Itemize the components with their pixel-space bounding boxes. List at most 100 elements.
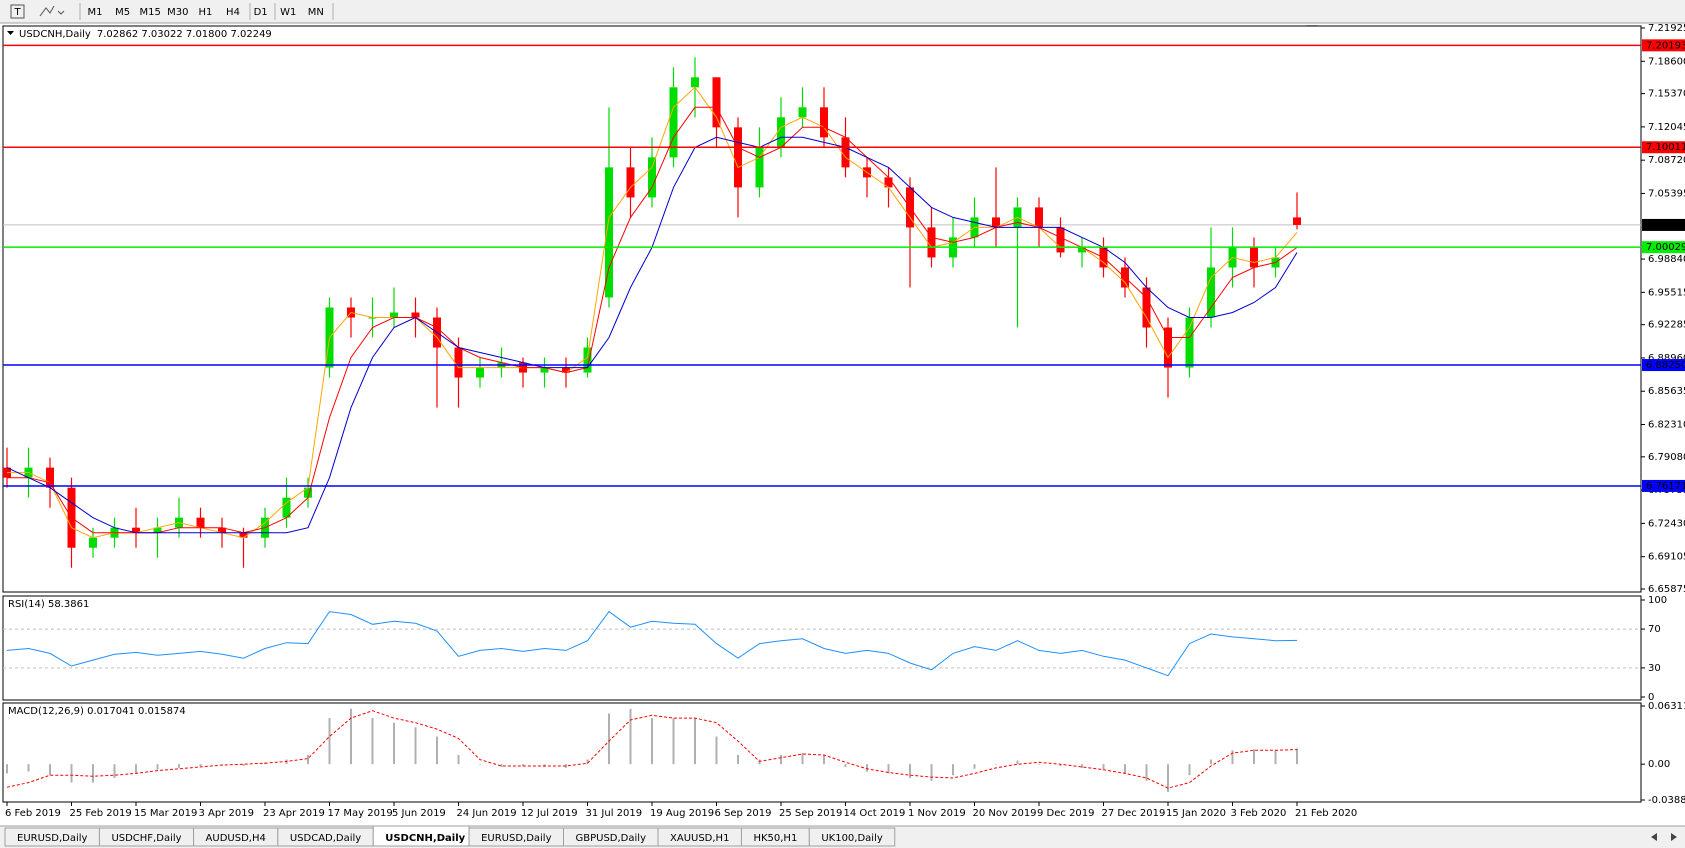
macd-bar [1145, 764, 1148, 781]
chart-tab[interactable]: USDCHF,Daily [111, 833, 181, 844]
candle-body [218, 527, 226, 533]
macd-bar [1231, 750, 1234, 765]
macd-bar [1274, 750, 1277, 765]
candle-body [454, 347, 463, 378]
timeframe-button[interactable]: M1 [88, 7, 103, 18]
macd-bar [436, 736, 438, 765]
macd-bar [1102, 764, 1105, 770]
macd-bar [1038, 764, 1040, 765]
level-label: 7.00029 [1646, 242, 1685, 253]
macd-bar [565, 764, 567, 768]
y-tick-label: 100 [1648, 595, 1667, 606]
chart-tab[interactable]: UK100,Daily [821, 833, 883, 844]
chart-title: USDCNH,Daily 7.02862 7.03022 7.01800 7.02… [19, 29, 272, 40]
timeframe-button[interactable]: D1 [254, 7, 268, 18]
macd-bar [866, 764, 868, 772]
candle-body [1142, 287, 1151, 328]
chart-tab[interactable]: GBPUSD,Daily [576, 833, 647, 844]
y-tick-label: 6.85635 [1648, 386, 1685, 397]
rsi-line [6, 610, 1298, 677]
scroll-right[interactable] [1671, 833, 1677, 841]
macd-bar [307, 754, 309, 765]
timeframe-button[interactable]: M30 [167, 7, 188, 18]
y-tick-label: 6.95515 [1648, 287, 1685, 298]
x-tick-label: 19 Aug 2019 [650, 808, 714, 819]
macd-bar [586, 759, 589, 765]
x-tick-label: 3 Apr 2019 [199, 808, 254, 819]
candle-body [562, 367, 570, 373]
timeframe-button[interactable]: W1 [280, 7, 296, 18]
y-tick-label: 7.12045 [1648, 122, 1685, 133]
macd-bar [6, 764, 8, 774]
macd-bar [715, 736, 718, 765]
y-tick-label: 6.82310 [1648, 420, 1685, 431]
chart-tab[interactable]: USDCNH,Daily [385, 833, 465, 844]
scroll-left[interactable] [1651, 833, 1657, 841]
level-label: 7.10011 [1646, 142, 1685, 153]
timeframe-button[interactable]: H4 [226, 7, 240, 18]
y-tick-label: 7.08720 [1648, 155, 1685, 166]
macd-bar [522, 764, 524, 767]
collapse-arrow [7, 31, 14, 35]
macd-bar [221, 764, 223, 765]
y-tick-label: 0.063113 [1648, 701, 1685, 712]
macd-bar [414, 727, 417, 765]
candle-body [390, 312, 398, 318]
x-tick-label: 15 Jan 2020 [1166, 808, 1226, 819]
chart-tab[interactable]: HK50,H1 [753, 833, 797, 844]
text-tool-icon[interactable] [10, 4, 25, 19]
macd-bar [737, 754, 739, 765]
y-tick-label: 70 [1648, 624, 1661, 635]
x-tick-label: 25 Feb 2019 [70, 808, 132, 819]
timeframe-button[interactable]: H1 [198, 7, 212, 18]
x-tick-label: 25 Sep 2019 [779, 808, 842, 819]
panel-frame [2, 702, 1642, 803]
chart-tab[interactable]: EURUSD,Daily [17, 833, 88, 844]
candle-body [777, 117, 785, 148]
candle-body [89, 537, 97, 548]
y-tick-label: 7.15370 [1648, 89, 1685, 100]
shapes-tool-icon[interactable] [39, 5, 65, 17]
macd-bar [1188, 764, 1191, 776]
macd-bar [242, 764, 245, 767]
y-tick-label: 7.05395 [1648, 188, 1685, 199]
macd-bar [49, 764, 51, 776]
timeframe-button[interactable]: M15 [140, 7, 161, 18]
macd-bar [1059, 764, 1062, 767]
macd-bar [135, 764, 137, 774]
chart-tab[interactable]: EURUSD,Daily [481, 833, 552, 844]
current-price-box [1642, 218, 1685, 231]
y-tick-label: 6.72430 [1648, 518, 1685, 529]
macd-bar [156, 764, 159, 770]
chart-tab[interactable]: USDCAD,Daily [290, 833, 361, 844]
candle-body [712, 77, 721, 128]
candle-body [755, 147, 764, 188]
candle-body [669, 87, 678, 158]
macd-bar [1253, 749, 1255, 765]
candle-body [648, 157, 656, 198]
chart-tab[interactable]: AUDUSD,H4 [206, 833, 266, 844]
candle-body [368, 317, 377, 319]
level-label: 6.76171 [1646, 481, 1685, 492]
y-tick-label: 6.92285 [1648, 320, 1685, 331]
candle-body [411, 312, 420, 318]
timeframe-button[interactable]: MN [308, 7, 324, 18]
macd-bar [178, 764, 180, 768]
timeframe-button[interactable]: M5 [115, 7, 130, 18]
macd-bar [199, 764, 202, 767]
y-tick-label: 30 [1648, 663, 1661, 674]
x-tick-label: 6 Sep 2019 [715, 808, 772, 819]
candle-body [476, 367, 484, 378]
macd-bar [328, 718, 331, 765]
signal-line [6, 710, 1298, 789]
macd-bar [500, 764, 503, 767]
y-tick-label: 7.18600 [1648, 56, 1685, 67]
macd-bar [801, 753, 804, 765]
candle-body [1035, 207, 1043, 228]
chart-tab[interactable]: XAUUSD,H1 [670, 833, 729, 844]
x-tick-label: 27 Dec 2019 [1102, 808, 1166, 819]
macd-bar [780, 754, 782, 765]
symbol: USDCNH,Daily [19, 29, 91, 40]
candle-body [884, 177, 893, 188]
